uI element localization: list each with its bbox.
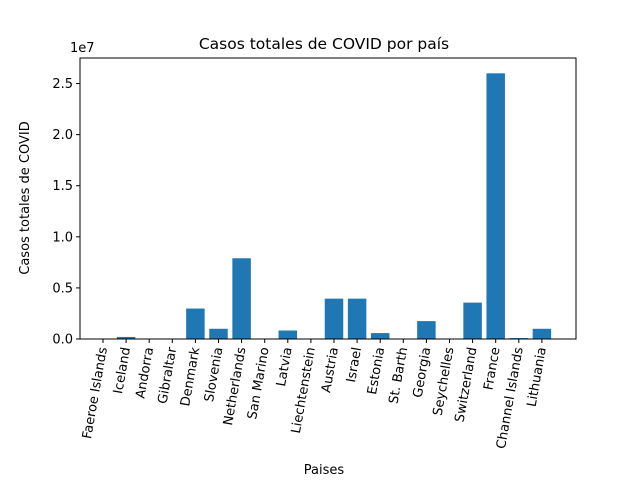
bar-slovenia xyxy=(209,328,228,339)
x-tick-label: Andorra xyxy=(133,346,157,400)
x-tick-label: France xyxy=(481,346,503,391)
bar-iceland xyxy=(116,336,136,339)
y-tick-label: 0.0 xyxy=(52,333,73,348)
x-tick-label: St. Barth xyxy=(387,346,412,405)
x-tick-label: Latvia xyxy=(274,346,296,388)
y-axis-label: Casos totales de COVID xyxy=(18,121,33,275)
bar-denmark xyxy=(186,308,205,339)
y-tick-label: 1.5 xyxy=(52,179,73,194)
x-tick-label: Israel xyxy=(344,346,365,384)
bar-estonia xyxy=(370,333,390,339)
x-tick-label: Iceland xyxy=(111,346,134,395)
y-tick-label: 1.0 xyxy=(52,230,73,245)
bar-france xyxy=(486,73,505,339)
bar-switzerland xyxy=(463,302,482,339)
x-tick-label: Seychelles xyxy=(431,346,458,417)
x-tick-label: Georgia xyxy=(411,346,435,399)
y-tick-label: 0.5 xyxy=(52,281,73,296)
bar-netherlands xyxy=(232,258,251,339)
y-tick-label: 2.0 xyxy=(52,128,73,143)
y-offset-label: 1e7 xyxy=(70,41,95,56)
bars-group xyxy=(93,73,552,339)
chart-title: Casos totales de COVID por país xyxy=(199,35,449,53)
bar-georgia xyxy=(417,321,436,339)
x-tick-label: Slovenia xyxy=(202,346,226,403)
x-tick-label: Switzerland xyxy=(453,346,481,423)
y-ticks-group: 0.0 0.5 1.0 1.5 2.0 2.5 xyxy=(52,77,80,348)
plot-frame xyxy=(79,57,577,340)
x-axis-label: Paises xyxy=(304,463,345,478)
x-tick-label: Austria xyxy=(319,346,342,394)
bar-austria xyxy=(324,298,344,339)
x-ticks-group: Faeroe Islands Iceland AndorraGibraltarDen… xyxy=(80,339,550,450)
bar-israel xyxy=(347,298,367,339)
x-tick-label: Estonia xyxy=(365,346,388,396)
x-tick-label: Lithuania xyxy=(525,346,550,408)
x-tick-label: Denmark xyxy=(178,346,203,408)
x-tick-label: Faeroe Islands xyxy=(80,346,111,440)
bar-latvia xyxy=(278,330,298,339)
y-tick-label: 2.5 xyxy=(52,77,73,92)
bar-lithuania xyxy=(532,328,552,339)
x-tick-label: Gibraltar xyxy=(156,345,181,405)
x-tick-label: San Marino xyxy=(245,346,272,420)
